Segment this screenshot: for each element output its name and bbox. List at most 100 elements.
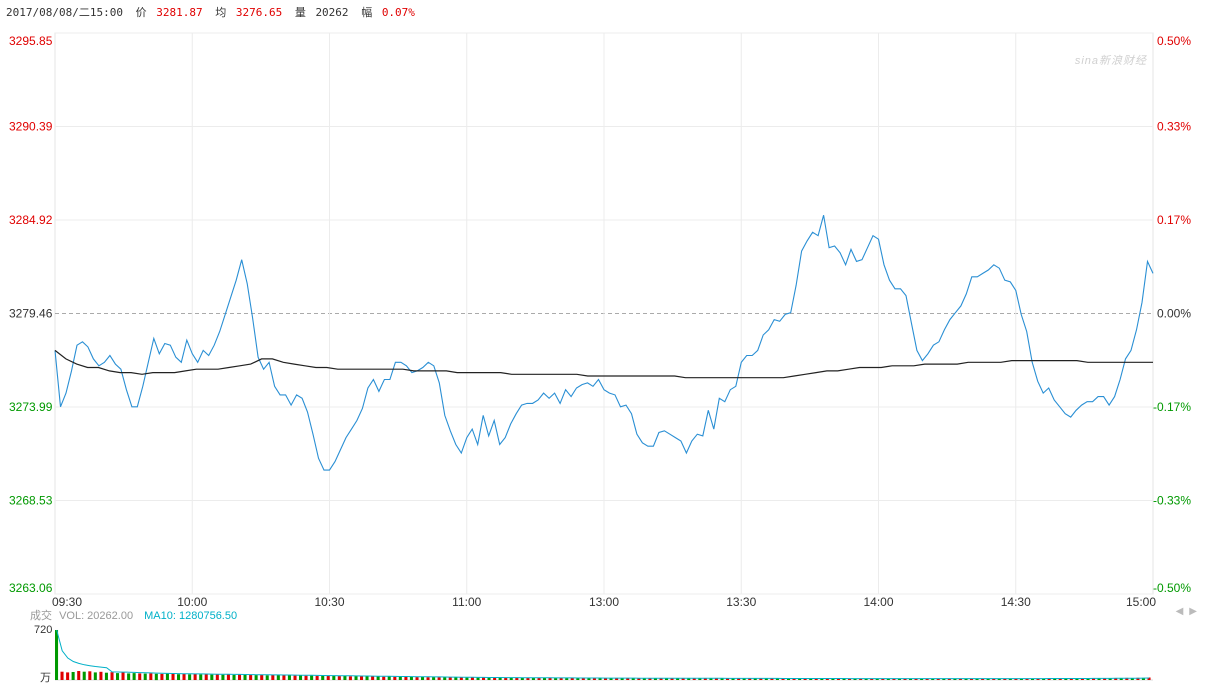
- volume-bar: [914, 678, 918, 680]
- volume-bar: [321, 675, 325, 680]
- volume-bar: [215, 674, 219, 680]
- volume-bar: [848, 678, 852, 680]
- volume-bar: [188, 674, 192, 680]
- y-tick-label-left: 3279.46: [9, 307, 53, 321]
- volume-bar: [454, 677, 458, 680]
- volume-bar: [626, 678, 630, 680]
- volume-bar: [592, 678, 596, 680]
- volume-bar: [66, 672, 70, 680]
- left-arrow-icon[interactable]: ◀: [1175, 606, 1190, 617]
- volume-bar: [803, 678, 807, 680]
- volume-bar: [1080, 678, 1084, 680]
- volume-bar: [293, 675, 297, 680]
- volume-bar: [371, 676, 375, 680]
- volume-bar: [93, 672, 97, 680]
- volume-bar: [387, 676, 391, 680]
- sina-finance-watermark: sina新浪财经: [1074, 55, 1147, 67]
- volume-bar: [787, 678, 791, 680]
- volume-bar: [398, 676, 402, 680]
- volume-bar: [165, 673, 169, 680]
- volume-bar: [792, 678, 796, 680]
- volume-bar: [531, 677, 535, 680]
- volume-bar: [404, 676, 408, 680]
- volume-bar: [820, 678, 824, 680]
- right-arrow-icon[interactable]: ▶: [1189, 606, 1203, 617]
- volume-bar: [909, 678, 913, 680]
- volume-bar: [276, 675, 280, 680]
- volume-bar: [604, 678, 608, 680]
- volume-bar: [149, 673, 153, 680]
- volume-bar: [1136, 677, 1140, 680]
- volume-nav-arrows[interactable]: ◀▶: [1176, 606, 1203, 617]
- y-tick-label-right: 0.00%: [1157, 307, 1191, 321]
- volume-bar: [116, 673, 120, 680]
- y-tick-label-right: -0.50%: [1153, 581, 1191, 595]
- volume-bar: [337, 676, 341, 680]
- volume-bar: [997, 678, 1001, 680]
- header-vol-label: 量: [294, 6, 306, 19]
- x-tick-label: 13:00: [589, 595, 619, 609]
- quote-header: 2017/08/08/二15:00 价 3281.87 均 3276.65 量 …: [6, 4, 415, 20]
- volume-bar: [637, 678, 641, 680]
- volume-bar: [981, 678, 985, 680]
- volume-bar: [665, 678, 669, 680]
- volume-bar: [809, 678, 813, 680]
- volume-bar: [742, 678, 746, 680]
- x-tick-label: 14:00: [863, 595, 893, 609]
- volume-bar: [199, 674, 203, 680]
- volume-bar: [631, 678, 635, 680]
- x-tick-label: 15:00: [1126, 595, 1156, 609]
- y-tick-label-left: 3268.53: [9, 494, 53, 508]
- volume-bar: [243, 675, 247, 680]
- volume-bar: [886, 678, 890, 680]
- volume-bar: [77, 671, 81, 680]
- volume-bar: [182, 673, 186, 680]
- volume-max-label: 720: [34, 624, 53, 636]
- volume-bar: [1097, 678, 1101, 680]
- volume-bar: [132, 673, 136, 680]
- volume-bar: [99, 671, 103, 680]
- y-tick-label-right: 0.17%: [1157, 213, 1191, 227]
- volume-bar: [110, 672, 114, 680]
- volume-bar: [326, 676, 330, 680]
- volume-bar: [437, 677, 441, 680]
- volume-bar: [204, 674, 208, 680]
- volume-bar: [853, 678, 857, 680]
- volume-bar: [1103, 678, 1107, 680]
- volume-ma-text: MA10: 1280756.50: [144, 610, 238, 622]
- volume-bar: [775, 678, 779, 680]
- volume-bar: [587, 678, 591, 680]
- volume-bar: [648, 678, 652, 680]
- volume-bar: [681, 678, 685, 680]
- volume-bar: [121, 672, 125, 680]
- volume-bar: [676, 678, 680, 680]
- volume-bar: [892, 678, 896, 680]
- volume-bar: [970, 678, 974, 680]
- header-avg-value: 3276.65: [235, 6, 283, 19]
- volume-bar: [160, 673, 164, 680]
- volume-bar: [903, 678, 907, 680]
- price-line: [54, 215, 1154, 471]
- volume-bar: [770, 678, 774, 680]
- volume-bar: [659, 678, 663, 680]
- volume-bar: [143, 673, 147, 680]
- volume-bar: [238, 674, 242, 680]
- volume-bar: [1047, 678, 1051, 680]
- volume-bar: [71, 672, 75, 680]
- volume-info: 成交 VOL: 20262.00 MA10: 1280756.50: [30, 607, 237, 623]
- volume-bar: [498, 677, 502, 680]
- volume-bar: [554, 678, 558, 680]
- volume-bar: [870, 678, 874, 680]
- volume-bar: [670, 678, 674, 680]
- x-tick-label: 13:30: [726, 595, 756, 609]
- volume-bar: [360, 676, 364, 680]
- volume-bar: [881, 678, 885, 680]
- volume-bar: [1008, 678, 1012, 680]
- volume-bar: [271, 675, 275, 680]
- volume-bar: [232, 674, 236, 680]
- volume-bar: [1019, 678, 1023, 680]
- volume-bar: [709, 678, 713, 680]
- volume-bar: [759, 678, 763, 680]
- volume-bar: [920, 678, 924, 680]
